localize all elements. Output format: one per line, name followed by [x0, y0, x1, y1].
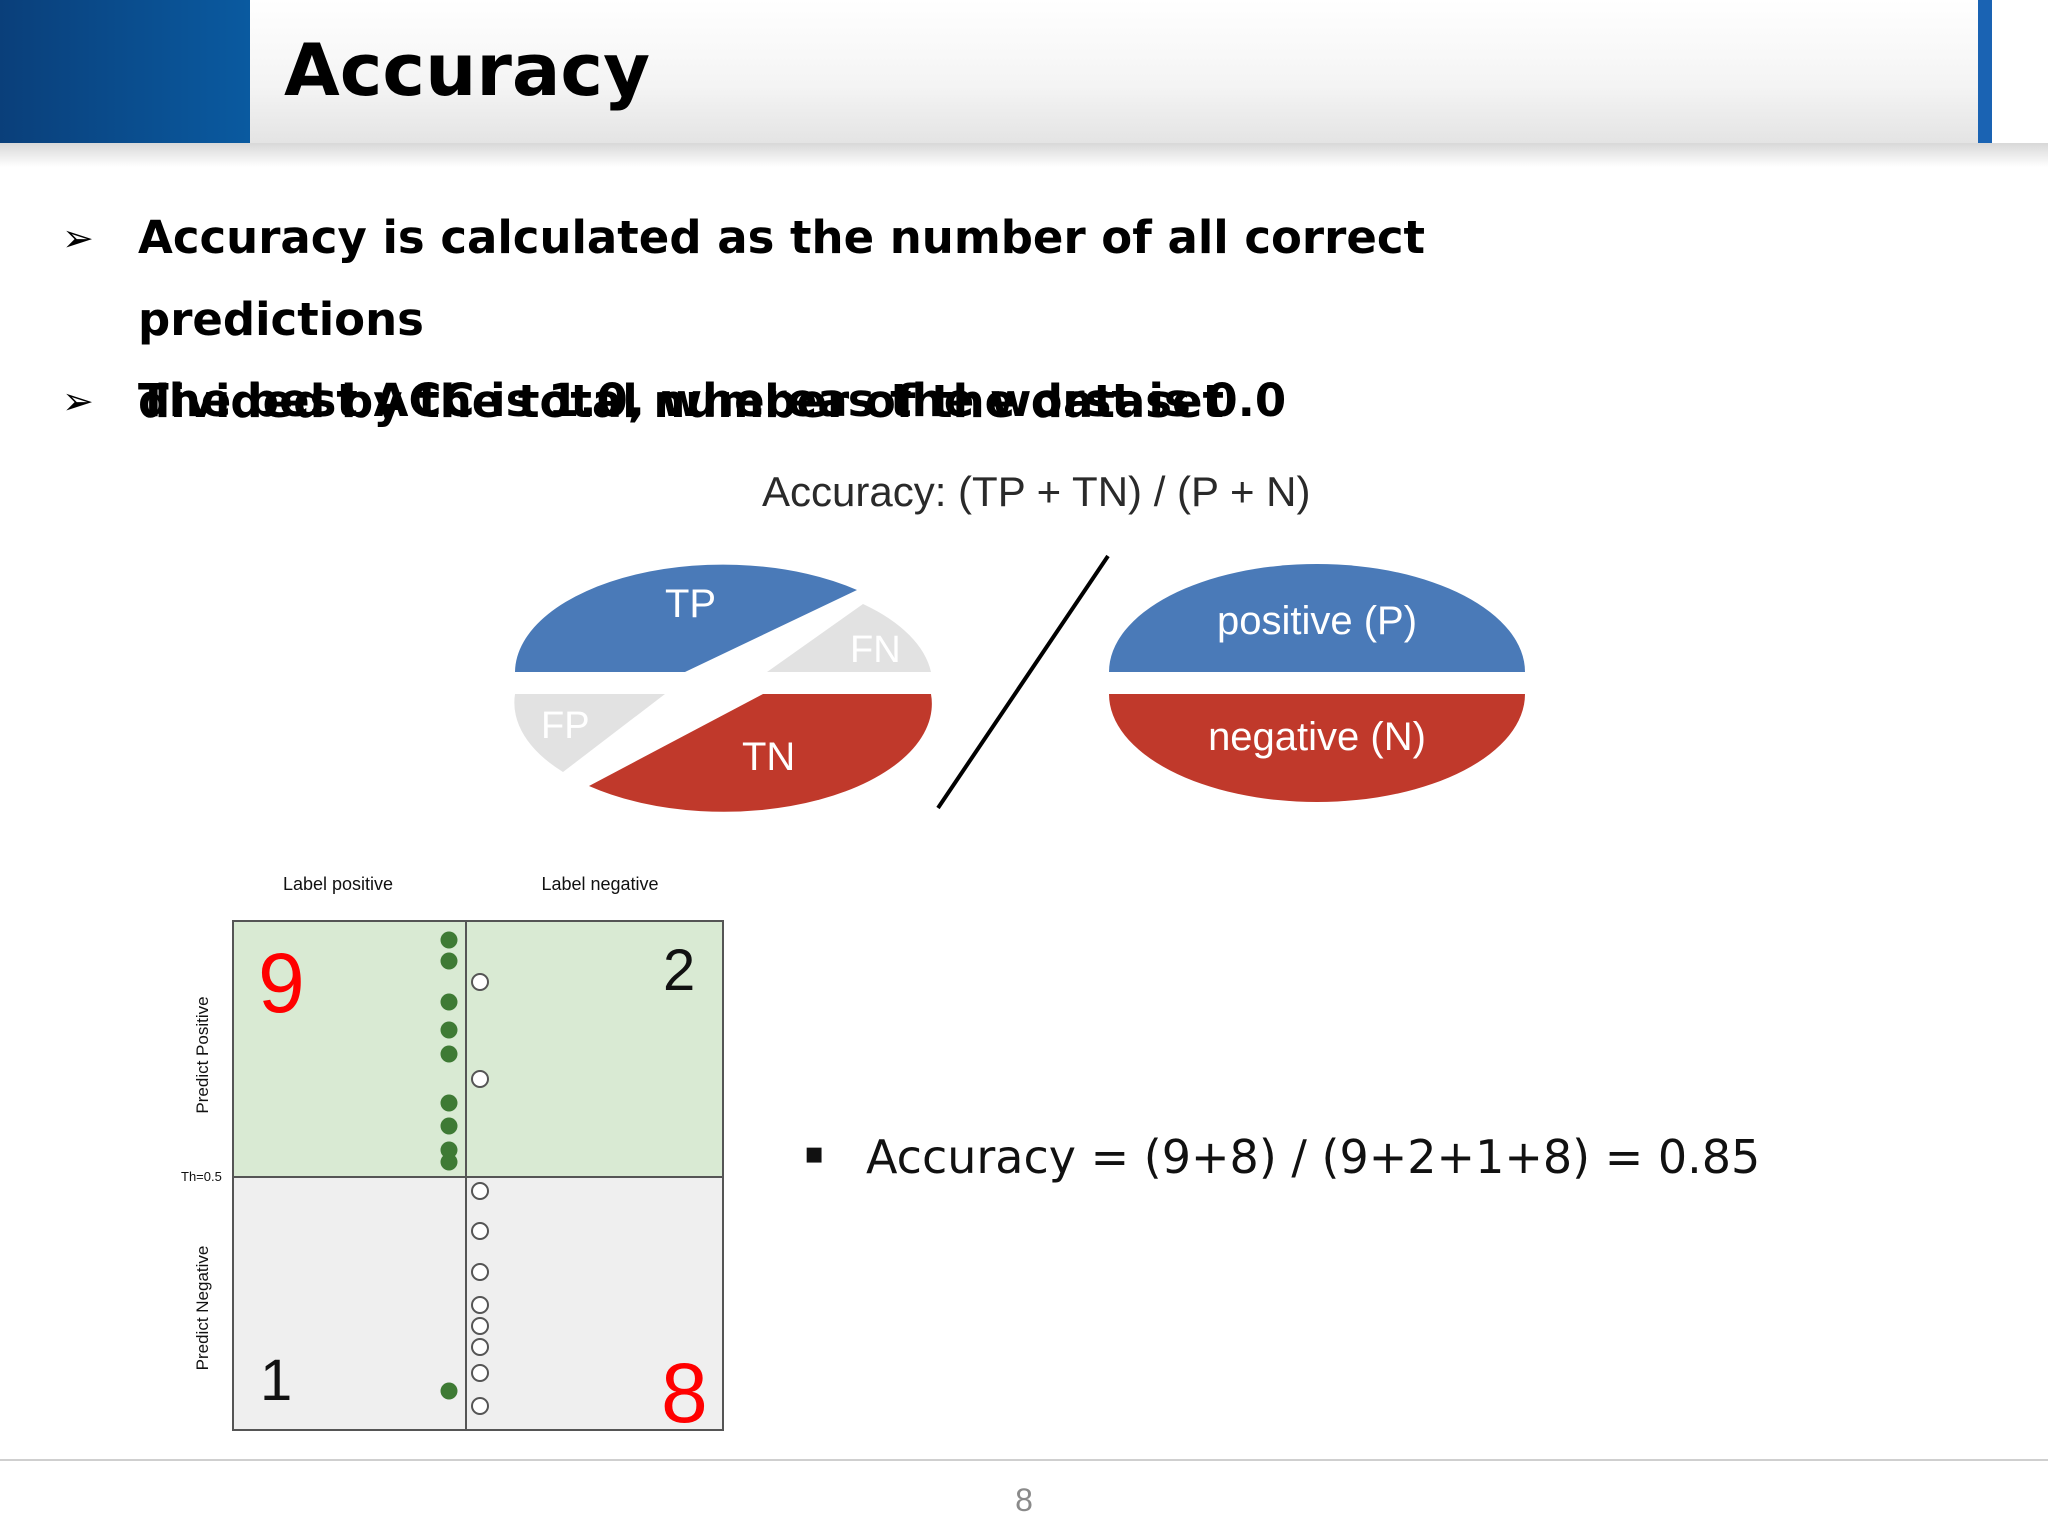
positive-sample-dot	[440, 1045, 458, 1063]
tn-count: 8	[661, 1346, 708, 1440]
fp-label: FP	[541, 705, 590, 747]
bullet-1-line-2: divided by the total number of the datas…	[138, 375, 1225, 428]
fn-count: 1	[260, 1348, 292, 1413]
negative-sample-dot	[471, 1317, 489, 1335]
bullet-2-line-1: The best ACC is 1.0, whereas the worst i…	[138, 374, 1287, 427]
positive-label: positive (P)	[1217, 599, 1417, 643]
positive-sample-dot	[440, 1153, 458, 1171]
arrow-bullet-icon: ➢	[62, 216, 94, 260]
positive-sample-dot	[440, 1382, 458, 1400]
accuracy-result: ▪ Accuracy = (9+8) / (9+2+1+8) = 0.85	[804, 1130, 1760, 1184]
header-blue-block	[0, 0, 250, 143]
negative-sample-dot	[471, 1364, 489, 1382]
positive-sample-dot	[440, 1094, 458, 1112]
fp-segment	[514, 694, 665, 772]
negative-sample-dot	[471, 1263, 489, 1281]
tp-label: TP	[665, 582, 716, 626]
header-accent-stripe	[1978, 0, 1992, 143]
positive-sample-dot	[440, 1021, 458, 1039]
negative-label: negative (N)	[1208, 715, 1426, 759]
tn-segment	[589, 694, 932, 812]
fp-count: 2	[663, 938, 695, 1003]
negative-sample-dot	[471, 1296, 489, 1314]
negative-sample-dot	[471, 973, 489, 991]
tn-label: TN	[742, 735, 795, 779]
negative-sample-dot	[471, 1070, 489, 1088]
negative-sample-dot	[471, 1338, 489, 1356]
negative-sample-dot	[471, 1397, 489, 1415]
footer-divider	[0, 1459, 2048, 1461]
bullet-1: ➢ Accuracy is calculated as the number o…	[62, 197, 1662, 443]
positive-samples	[440, 931, 458, 1400]
slide-title: Accuracy	[284, 28, 651, 112]
division-slash	[936, 554, 1110, 810]
bullet-2: ➢ The best ACC is 1.0, whereas the worst…	[62, 360, 1662, 442]
positive-sample-dot	[440, 993, 458, 1011]
negative-sample-dot	[471, 1222, 489, 1240]
accuracy-result-text: Accuracy = (9+8) / (9+2+1+8) = 0.85	[866, 1130, 1761, 1184]
negative-sample-dot	[471, 1182, 489, 1200]
negative-segment	[1109, 694, 1525, 802]
page-number: 8	[1015, 1482, 1033, 1518]
threshold-label: Th=0.5	[181, 1169, 222, 1184]
accuracy-pie-diagram: TP FN FP TN positive (P) negative (N)	[514, 554, 1525, 812]
confusion-matrix: Label positive Label negative Predict Po…	[181, 874, 724, 1440]
matrix-border	[232, 920, 724, 1431]
positive-segment	[1109, 564, 1525, 672]
fn-label: FN	[850, 629, 901, 671]
col-label-negative: Label negative	[541, 874, 658, 894]
header-shadow	[0, 143, 2048, 167]
fn-segment	[767, 604, 931, 672]
positive-sample-dot	[440, 1141, 458, 1159]
positive-sample-dot	[440, 952, 458, 970]
row-label-positive: Predict Positive	[193, 996, 212, 1113]
accuracy-formula: Accuracy: (TP + TN) / (P + N)	[762, 468, 1311, 515]
tp-count: 9	[258, 936, 305, 1030]
positive-sample-dot	[440, 1117, 458, 1135]
positive-sample-dot	[440, 931, 458, 949]
predict-positive-region	[233, 921, 723, 1177]
col-label-positive: Label positive	[283, 874, 393, 894]
bullet-1-line-1: Accuracy is calculated as the number of …	[138, 211, 1426, 346]
negative-samples	[471, 973, 489, 1415]
tp-segment	[515, 564, 857, 672]
square-bullet-icon: ▪	[804, 1136, 825, 1171]
slide-header: Accuracy	[0, 0, 2048, 167]
arrow-bullet-icon: ➢	[62, 379, 94, 423]
row-label-negative: Predict Negative	[193, 1246, 212, 1371]
header-bar	[250, 0, 1980, 143]
